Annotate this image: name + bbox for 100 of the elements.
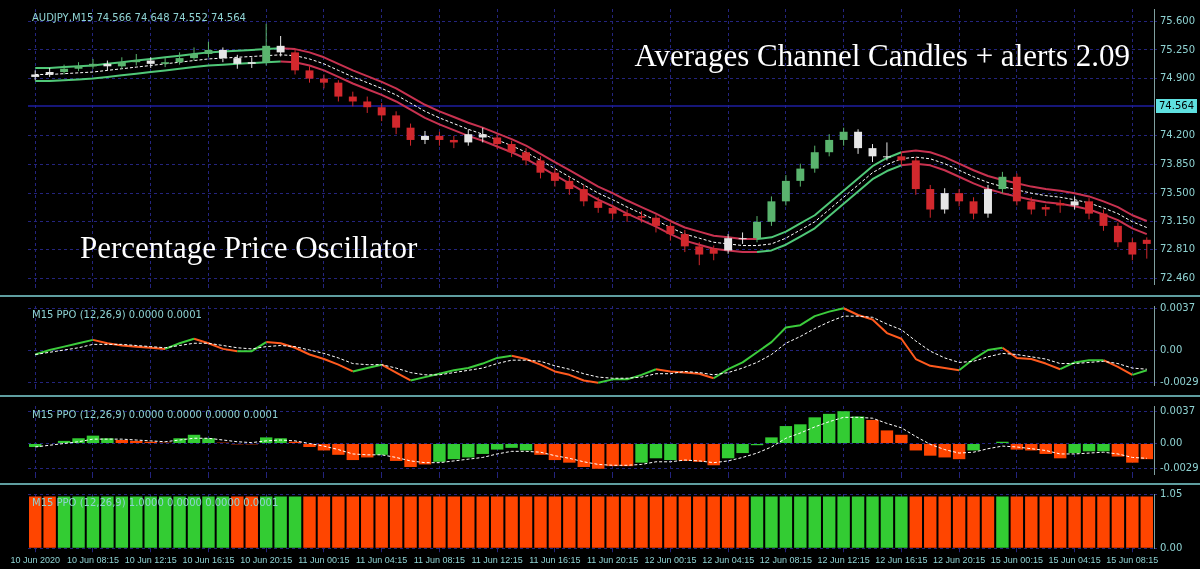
- x-tick-label: 12 Jun 20:15: [933, 555, 986, 566]
- bar: [721, 443, 735, 459]
- candlestick: [522, 147, 531, 166]
- bar: [332, 443, 345, 455]
- annotation: Percentage Price Oscillator: [80, 230, 418, 266]
- candlestick: [796, 163, 805, 188]
- bar: [1111, 443, 1125, 457]
- candlestick: [1128, 237, 1137, 261]
- candlestick: [969, 196, 978, 220]
- candlestick: [377, 102, 386, 122]
- bar: [866, 419, 879, 443]
- bar: [880, 430, 894, 443]
- candlestick: [695, 241, 704, 266]
- bar: [895, 434, 908, 443]
- bar: [505, 443, 518, 448]
- x-tick-label: 12 Jun 00:15: [644, 555, 697, 566]
- candlestick: [536, 155, 545, 179]
- candlestick: [1142, 236, 1151, 260]
- candlestick: [825, 133, 834, 157]
- chart-title: AUDJPY,M15 74.566 74.648 74.552 74.564: [32, 11, 246, 23]
- y-tick-label: 72.460: [1160, 271, 1195, 283]
- candlestick: [666, 222, 675, 242]
- bar: [909, 443, 923, 451]
- candlestick: [651, 213, 660, 233]
- bar: [418, 443, 432, 465]
- bar: [404, 443, 417, 468]
- bar: [1140, 443, 1153, 460]
- bar: [1082, 443, 1096, 452]
- y-tick-label: 0.0037: [1160, 301, 1195, 313]
- candlestick: [1085, 197, 1094, 220]
- x-tick-label: 11 Jun 20:15: [586, 555, 639, 566]
- y-tick-label: 73.150: [1160, 215, 1195, 227]
- y-tick-label: 0.00: [1160, 541, 1183, 553]
- bar: [548, 443, 562, 461]
- x-tick-label: 11 Jun 16:15: [529, 555, 581, 566]
- x-tick-label: 11 Jun 08:15: [413, 555, 466, 566]
- x-tick-label: 12 Jun 12:15: [817, 555, 870, 566]
- candlestick: [190, 46, 198, 62]
- bar: [938, 443, 951, 458]
- bar: [1097, 443, 1110, 452]
- x-tick-label: 12 Jun 08:15: [759, 555, 812, 566]
- y-tick-label: 75.250: [1160, 43, 1195, 55]
- y-tick-label: 0.00: [1160, 343, 1183, 355]
- bar: [779, 426, 793, 443]
- bar: [563, 443, 576, 463]
- candlestick: [60, 64, 69, 75]
- candlestick: [319, 73, 328, 89]
- candlestick: [738, 231, 747, 245]
- bar: [635, 443, 648, 463]
- bar: [924, 443, 937, 456]
- candlestick: [1113, 222, 1122, 248]
- y-tick-label: 75.600: [1160, 14, 1195, 26]
- bar: [765, 437, 778, 443]
- candlestick: [753, 215, 761, 243]
- bar: [519, 443, 533, 451]
- bar: [115, 440, 129, 443]
- bar: [462, 443, 475, 458]
- bar: [707, 443, 720, 466]
- bar: [693, 443, 706, 462]
- candlestick: [940, 187, 949, 215]
- x-tick-label: 10 Jun 16:15: [182, 555, 235, 566]
- bar: [851, 416, 865, 443]
- candlestick: [392, 110, 401, 135]
- x-tick-label: 10 Jun 20:15: [240, 555, 293, 566]
- x-tick-label: 11 Jun 04:15: [355, 555, 408, 566]
- candlestick: [406, 123, 415, 147]
- bar: [490, 443, 504, 450]
- bar: [1068, 443, 1081, 454]
- y-tick-label: 73.500: [1160, 186, 1195, 198]
- bar: [620, 443, 634, 467]
- y-tick-label: -0.0029: [1160, 462, 1199, 474]
- candlestick: [218, 46, 227, 63]
- bar: [389, 443, 403, 461]
- bar: [736, 443, 749, 454]
- bar: [606, 443, 619, 467]
- bar: [1126, 443, 1139, 463]
- candlestick: [854, 128, 863, 155]
- x-tick-label: 10 Jun 08:15: [66, 555, 119, 566]
- candlestick: [724, 233, 733, 255]
- candlestick: [421, 130, 429, 145]
- y-tick-label: 74.200: [1160, 129, 1195, 141]
- bar: [447, 443, 461, 460]
- y-tick-label: 0.00: [1160, 437, 1183, 449]
- ref-line-label: 74.564: [1159, 99, 1194, 111]
- bar: [649, 443, 663, 459]
- candlestick: [882, 141, 891, 161]
- annotation: Averages Channel Candles + alerts 2.09: [634, 38, 1130, 74]
- bar: [967, 443, 980, 451]
- candlestick: [565, 176, 574, 196]
- bar: [1039, 443, 1052, 454]
- candlestick: [680, 229, 689, 253]
- bar: [303, 443, 316, 447]
- candlestick: [637, 210, 646, 224]
- y-tick-label: 72.810: [1160, 243, 1195, 255]
- x-tick-label: 11 Jun 00:15: [298, 555, 350, 566]
- y-tick-label: 1.05: [1160, 487, 1183, 499]
- candlestick: [926, 184, 935, 219]
- y-tick-label: 74.900: [1160, 72, 1195, 84]
- bar: [375, 443, 388, 455]
- bar: [678, 443, 692, 461]
